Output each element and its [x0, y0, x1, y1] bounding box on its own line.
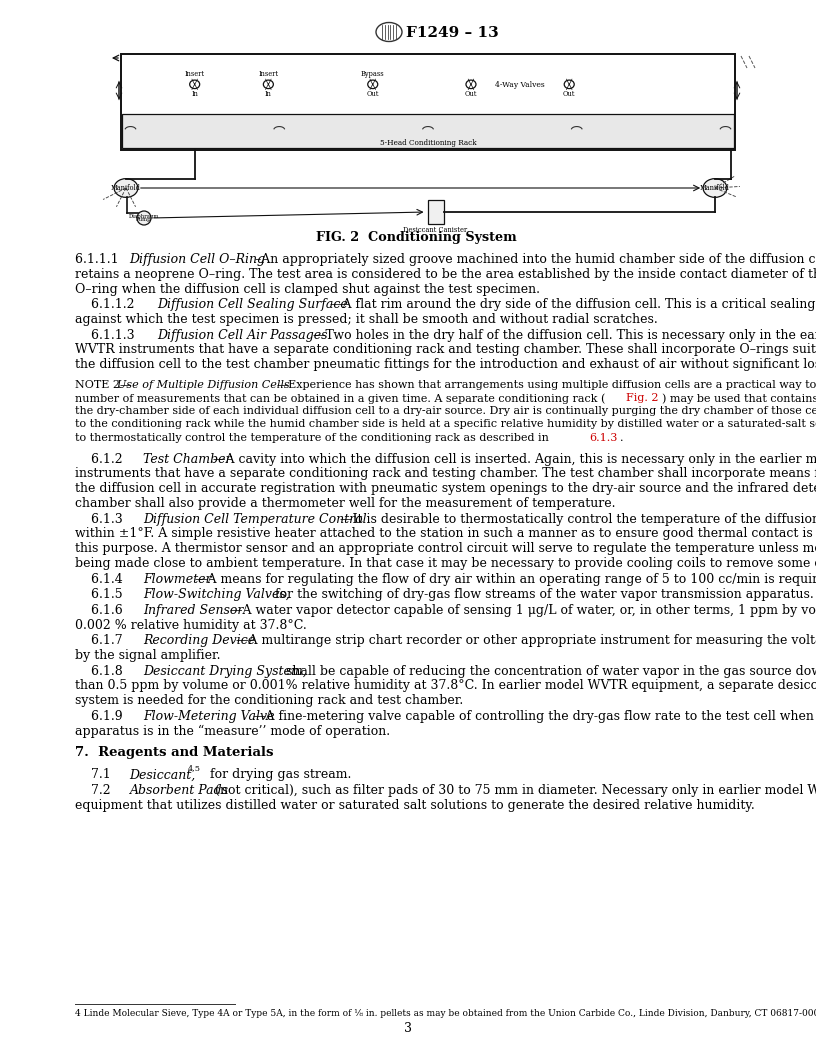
- Text: chamber shall also provide a thermometer well for the measurement of temperature: chamber shall also provide a thermometer…: [75, 497, 615, 510]
- Text: against which the test specimen is pressed; it shall be smooth and without radia: against which the test specimen is press…: [75, 313, 658, 326]
- Text: being made close to ambient temperature. In that case it may be necessary to pro: being made close to ambient temperature.…: [75, 557, 816, 570]
- Text: 6.1.1.1: 6.1.1.1: [75, 253, 122, 266]
- Text: Diffusion Cell O–Ring: Diffusion Cell O–Ring: [130, 253, 265, 266]
- Text: to the conditioning rack while the humid chamber side is held at a specific rela: to the conditioning rack while the humid…: [75, 419, 816, 430]
- Text: 7.2: 7.2: [75, 784, 114, 797]
- Text: the diffusion cell to the test chamber pneumatic fittings for the introduction a: the diffusion cell to the test chamber p…: [75, 358, 816, 372]
- Text: Recording Device: Recording Device: [143, 635, 255, 647]
- Text: Flowmeter: Flowmeter: [143, 572, 211, 586]
- Text: 6.1.5: 6.1.5: [75, 588, 126, 601]
- Text: Diffusion Cell Air Passages: Diffusion Cell Air Passages: [157, 328, 327, 341]
- Text: the diffusion cell in accurate registration with pneumatic system openings to th: the diffusion cell in accurate registrat…: [75, 483, 816, 495]
- Text: Fig. 2: Fig. 2: [626, 393, 659, 403]
- Text: instruments that have a separate conditioning rack and testing chamber. The test: instruments that have a separate conditi…: [75, 468, 816, 480]
- Text: Manifold: Manifold: [700, 184, 730, 191]
- Text: Diffusion Cell Temperature Control: Diffusion Cell Temperature Control: [143, 512, 366, 526]
- Text: number of measurements that can be obtained in a given time. A separate conditio: number of measurements that can be obtai…: [75, 393, 605, 403]
- Text: Desiccant,: Desiccant,: [130, 769, 196, 781]
- Text: 6.1.8: 6.1.8: [75, 664, 126, 678]
- Text: than 0.5 ppm by volume or 0.001% relative humidity at 37.8°C. In earlier model W: than 0.5 ppm by volume or 0.001% relativ…: [75, 679, 816, 693]
- Text: 7.1: 7.1: [75, 769, 115, 781]
- Text: to thermostatically control the temperature of the conditioning rack as describe: to thermostatically control the temperat…: [75, 433, 552, 442]
- Text: —Two holes in the dry half of the diffusion cell. This is necessary only in the : —Two holes in the dry half of the diffus…: [313, 328, 816, 341]
- Text: 4-Way Valves: 4-Way Valves: [495, 81, 545, 90]
- Text: .: .: [620, 433, 623, 442]
- Text: equipment that utilizes distilled water or saturated salt solutions to generate : equipment that utilizes distilled water …: [75, 798, 755, 812]
- Text: (not critical), such as filter pads of 30 to 75 mm in diameter. Necessary only i: (not critical), such as filter pads of 3…: [211, 784, 816, 797]
- Text: Use of Multiple Diffusion Cells: Use of Multiple Diffusion Cells: [118, 380, 290, 390]
- Text: —Experience has shown that arrangements using multiple diffusion cells are a pra: —Experience has shown that arrangements …: [277, 380, 816, 390]
- Text: 3: 3: [404, 1022, 412, 1036]
- Circle shape: [137, 211, 151, 225]
- Text: ) may be used that contains a manifold which connects: ) may be used that contains a manifold w…: [663, 393, 816, 403]
- Text: Insert: Insert: [259, 71, 278, 78]
- Text: In: In: [191, 90, 198, 98]
- Text: Insert: Insert: [184, 71, 205, 78]
- Text: Diffusion Cell Sealing Surface: Diffusion Cell Sealing Surface: [157, 298, 348, 312]
- Text: —A water vapor detector capable of sensing 1 μg/L of water, or, in other terms, : —A water vapor detector capable of sensi…: [230, 604, 816, 617]
- Text: 6.1.1.3: 6.1.1.3: [75, 328, 139, 341]
- Text: In: In: [265, 90, 272, 98]
- Text: Desiccant Canister: Desiccant Canister: [403, 226, 468, 233]
- Text: Infrared Sensor: Infrared Sensor: [143, 604, 243, 617]
- Text: 4,5: 4,5: [188, 763, 201, 772]
- Text: Out: Out: [563, 90, 575, 98]
- Text: NOTE 2—: NOTE 2—: [75, 380, 131, 390]
- Text: 6.1.2: 6.1.2: [75, 453, 126, 466]
- Text: —A multirange strip chart recorder or other appropriate instrument for measuring: —A multirange strip chart recorder or ot…: [236, 635, 816, 647]
- Text: 6.1.3: 6.1.3: [590, 433, 618, 442]
- Text: within ±1°F. A simple resistive heater attached to the station in such a manner : within ±1°F. A simple resistive heater a…: [75, 527, 816, 541]
- Text: Out: Out: [465, 90, 477, 98]
- Text: Manifold: Manifold: [111, 184, 141, 191]
- Text: the dry-chamber side of each individual diffusion cell to a dry-air source. Dry : the dry-chamber side of each individual …: [75, 407, 816, 416]
- Text: –An appropriately sized groove machined into the humid chamber side of the diffu: –An appropriately sized groove machined …: [251, 253, 816, 266]
- Text: 4 Linde Molecular Sieve, Type 4A or Type 5A, in the form of ⅛ in. pellets as may: 4 Linde Molecular Sieve, Type 4A or Type…: [75, 1010, 816, 1018]
- Text: Desiccant Drying System,: Desiccant Drying System,: [143, 664, 307, 678]
- Text: 6.1.9: 6.1.9: [75, 710, 126, 722]
- Text: Bypass: Bypass: [361, 71, 384, 78]
- Text: retains a neoprene O–ring. The test area is considered to be the area establishe: retains a neoprene O–ring. The test area…: [75, 268, 816, 281]
- Text: O–ring when the diffusion cell is clamped shut against the test specimen.: O–ring when the diffusion cell is clampe…: [75, 283, 540, 296]
- Ellipse shape: [114, 178, 138, 197]
- Text: —A means for regulating the flow of dry air within an operating range of 5 to 10: —A means for regulating the flow of dry …: [195, 572, 816, 586]
- Text: —A flat rim around the dry side of the diffusion cell. This is a critical sealin: —A flat rim around the dry side of the d…: [330, 298, 816, 312]
- Text: by the signal amplifier.: by the signal amplifier.: [75, 649, 220, 662]
- Ellipse shape: [703, 178, 727, 197]
- Text: 5-Head Conditioning Rack: 5-Head Conditioning Rack: [379, 139, 477, 147]
- Text: Pump: Pump: [136, 218, 152, 223]
- Text: 6.1.3: 6.1.3: [75, 512, 126, 526]
- Text: 6.1.4: 6.1.4: [75, 572, 126, 586]
- Text: for drying gas stream.: for drying gas stream.: [206, 769, 351, 781]
- Text: Test Chamber: Test Chamber: [143, 453, 232, 466]
- Text: F1249 – 13: F1249 – 13: [406, 26, 499, 40]
- Text: 0.002 % relative humidity at 37.8°C.: 0.002 % relative humidity at 37.8°C.: [75, 619, 307, 631]
- Text: Absorbent Pads: Absorbent Pads: [130, 784, 228, 797]
- Text: WVTR instruments that have a separate conditioning rack and testing chamber. The: WVTR instruments that have a separate co…: [75, 343, 816, 356]
- Text: FIG. 2  Conditioning System: FIG. 2 Conditioning System: [316, 231, 517, 244]
- Text: —A cavity into which the diffusion cell is inserted. Again, this is necessary on: —A cavity into which the diffusion cell …: [213, 453, 816, 466]
- Text: apparatus is in the “measure’’ mode of operation.: apparatus is in the “measure’’ mode of o…: [75, 724, 390, 738]
- Text: Flow-Switching Valves,: Flow-Switching Valves,: [143, 588, 290, 601]
- Text: 6.1.6: 6.1.6: [75, 604, 126, 617]
- Text: Out: Out: [366, 90, 379, 98]
- Text: this purpose. A thermistor sensor and an appropriate control circuit will serve : this purpose. A thermistor sensor and an…: [75, 542, 816, 555]
- Text: 6.1.1.2: 6.1.1.2: [75, 298, 139, 312]
- Text: system is needed for the conditioning rack and test chamber.: system is needed for the conditioning ra…: [75, 694, 463, 708]
- Text: for the switching of dry-gas flow streams of the water vapor transmission appara: for the switching of dry-gas flow stream…: [271, 588, 814, 601]
- Text: Flow-Metering Valve: Flow-Metering Valve: [143, 710, 275, 722]
- Text: —It is desirable to thermostatically control the temperature of the diffusion ce: —It is desirable to thermostatically con…: [340, 512, 816, 526]
- Bar: [122, 113, 734, 148]
- Text: 7.  Reagents and Materials: 7. Reagents and Materials: [75, 747, 273, 759]
- Text: 6.1.7: 6.1.7: [75, 635, 126, 647]
- Text: Diaphragm: Diaphragm: [129, 214, 159, 220]
- Bar: [428, 200, 444, 224]
- Bar: [121, 54, 735, 150]
- Text: shall be capable of reducing the concentration of water vapor in the gas source : shall be capable of reducing the concent…: [282, 664, 816, 678]
- Text: —A fine-metering valve capable of controlling the dry-gas flow rate to the test : —A fine-metering valve capable of contro…: [253, 710, 816, 722]
